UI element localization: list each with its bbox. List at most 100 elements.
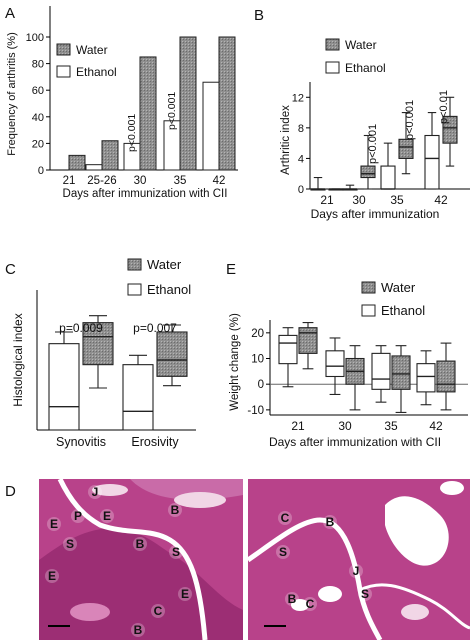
bar-water <box>68 154 86 171</box>
histology-label: S <box>279 545 287 559</box>
x-tick-label: 30 <box>134 175 147 187</box>
x-tick-label: 35 <box>390 193 404 207</box>
marrow-space <box>318 586 342 602</box>
label-halo <box>276 545 290 559</box>
legend-swatch-ethanol <box>325 61 340 74</box>
label-halo <box>323 515 337 529</box>
legend-swatch-water <box>127 258 142 271</box>
bar-water <box>218 36 236 171</box>
x-axis-title: Days after immunization <box>311 207 440 221</box>
box-ethanol-box <box>325 350 345 378</box>
x-tick-label: 21 <box>320 193 334 207</box>
p-value: p=0.007 <box>133 321 177 335</box>
x-tick-label: 25-26 <box>87 175 116 187</box>
box-water-box <box>156 331 188 377</box>
marrow-space <box>401 604 429 620</box>
histology-label: J <box>92 485 99 499</box>
histology-label: E <box>50 517 58 531</box>
y-tick-label: 4 <box>298 153 304 165</box>
box-water-box <box>436 360 456 393</box>
box-ethanol-box <box>424 134 440 190</box>
histology-label: B <box>134 623 143 637</box>
label-halo <box>45 569 59 583</box>
panel-e: E -10 0 10 20 Weight change (%) 21 30 35 42 Days a… <box>226 261 468 449</box>
legend-label-ethanol: Ethanol <box>381 303 425 318</box>
box-water-box <box>82 322 114 366</box>
histology-label: E <box>103 509 111 523</box>
label-halo <box>285 592 299 606</box>
panel-label-e: E <box>226 261 236 278</box>
label-halo <box>303 597 317 611</box>
y-tick-label: 0 <box>38 165 44 177</box>
y-axis-title: Arthritic index <box>280 105 292 175</box>
legend-swatch-ethanol <box>361 304 376 317</box>
marrow-space <box>70 603 110 621</box>
legend-swatch-water <box>56 43 71 56</box>
legend-swatch-water <box>361 281 376 294</box>
marrow-space <box>291 599 309 611</box>
panel-label-c: C <box>5 261 16 278</box>
y-tick-label: 10 <box>251 354 264 366</box>
histology-label: B <box>288 592 297 606</box>
label-halo <box>178 587 192 601</box>
x-tick-label: 21 <box>63 175 76 187</box>
x-tick-label: 30 <box>352 193 366 207</box>
y-tick-label: -10 <box>247 405 264 417</box>
y-axis-title: Frequency of arthritis (%) <box>6 32 18 155</box>
y-tick-label: 60 <box>32 85 44 97</box>
bar-water <box>139 56 157 171</box>
y-tick-label: 20 <box>251 328 264 340</box>
histology-label: J <box>353 564 360 578</box>
y-axis-title: Histological index <box>11 313 25 406</box>
histology-label: E <box>181 587 189 601</box>
legend-swatch-water <box>325 38 340 51</box>
histology-label: S <box>361 587 369 601</box>
y-tick-label: 0 <box>258 379 264 391</box>
label-halo <box>168 503 182 517</box>
x-tick-label: Erosivity <box>131 435 179 449</box>
label-halo <box>88 485 102 499</box>
x-tick-label: 35 <box>384 419 398 433</box>
marrow-space <box>440 481 464 495</box>
box-water-box <box>360 165 376 179</box>
legend-swatch-ethanol <box>127 283 142 296</box>
y-axis-title: Weight change (%) <box>229 313 241 411</box>
legend-label-water: Water <box>76 43 108 57</box>
label-halo <box>349 564 363 578</box>
label-halo <box>358 587 372 601</box>
marrow-space <box>385 496 449 566</box>
panel-label-d: D <box>5 483 16 500</box>
histology-label: B <box>171 503 180 517</box>
p-value-42: p<0.01 <box>438 90 450 124</box>
p-value-35: p<0.001 <box>166 92 178 130</box>
y-tick-label: 12 <box>292 92 304 104</box>
legend-swatch-ethanol <box>56 65 71 78</box>
histology-label: P <box>74 509 82 523</box>
histology-label: S <box>172 545 180 559</box>
y-tick-label: 0 <box>298 184 304 196</box>
box-ethanol-box <box>278 334 298 365</box>
label-halo <box>100 509 114 523</box>
box-ethanol-box <box>48 343 80 431</box>
label-halo <box>133 537 147 551</box>
x-tick-label: 21 <box>291 419 305 433</box>
label-halo <box>63 537 77 551</box>
joint-space <box>246 517 383 641</box>
bar-water <box>101 140 119 171</box>
y-tick-label: 8 <box>298 123 304 135</box>
box-water-box <box>298 327 318 354</box>
legend-label-ethanol: Ethanol <box>147 282 191 297</box>
panel-label-b: B <box>254 7 264 24</box>
bar-ethanol <box>202 81 220 171</box>
p-value-30: p<0.001 <box>126 114 138 152</box>
box-water-box <box>391 355 411 390</box>
panel-a: A 0 20 40 60 80 100 Frequency of arthritis (%) 2… <box>5 5 238 200</box>
histology-label: B <box>326 515 335 529</box>
x-tick-label: 42 <box>434 193 448 207</box>
y-tick-label: 40 <box>32 112 44 124</box>
y-tick-label: 100 <box>26 32 44 44</box>
